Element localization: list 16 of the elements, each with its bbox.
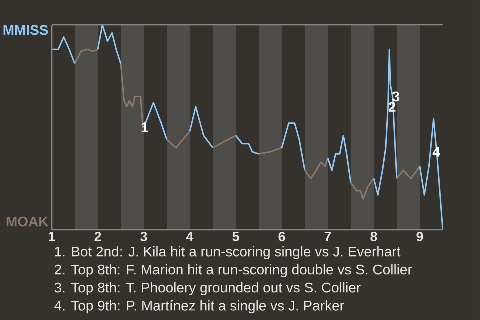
x-tick-label: 5 [232, 232, 240, 242]
text: 2. Top 8th: F. Marion hit a run-scoring double vs S. Collier [54, 264, 412, 278]
x-tick-label: 2 [94, 232, 102, 242]
text: MOAK [6, 216, 49, 227]
annotation: 1 [142, 122, 148, 132]
x-tick-label: 6 [278, 232, 286, 242]
x-tick-label: 1 [49, 232, 56, 242]
text: 4. Top 9th: P. Martínez hit a single vs J. Parker [54, 300, 344, 314]
text: 1. Bot 2nd: J. Kila hit a run-scoring single vs J. Everhart [55, 246, 401, 260]
x-tick-label: 9 [416, 232, 424, 242]
x-tick-label: 8 [370, 232, 378, 242]
text: 3. Top 8th: T. Phoolery grounded out vs S. Collier [54, 282, 361, 296]
x-tick-label: 3 [140, 232, 148, 242]
x-tick-label: 4 [186, 232, 194, 242]
text: MMISS [4, 25, 48, 36]
x-tick-label: 7 [324, 232, 332, 242]
